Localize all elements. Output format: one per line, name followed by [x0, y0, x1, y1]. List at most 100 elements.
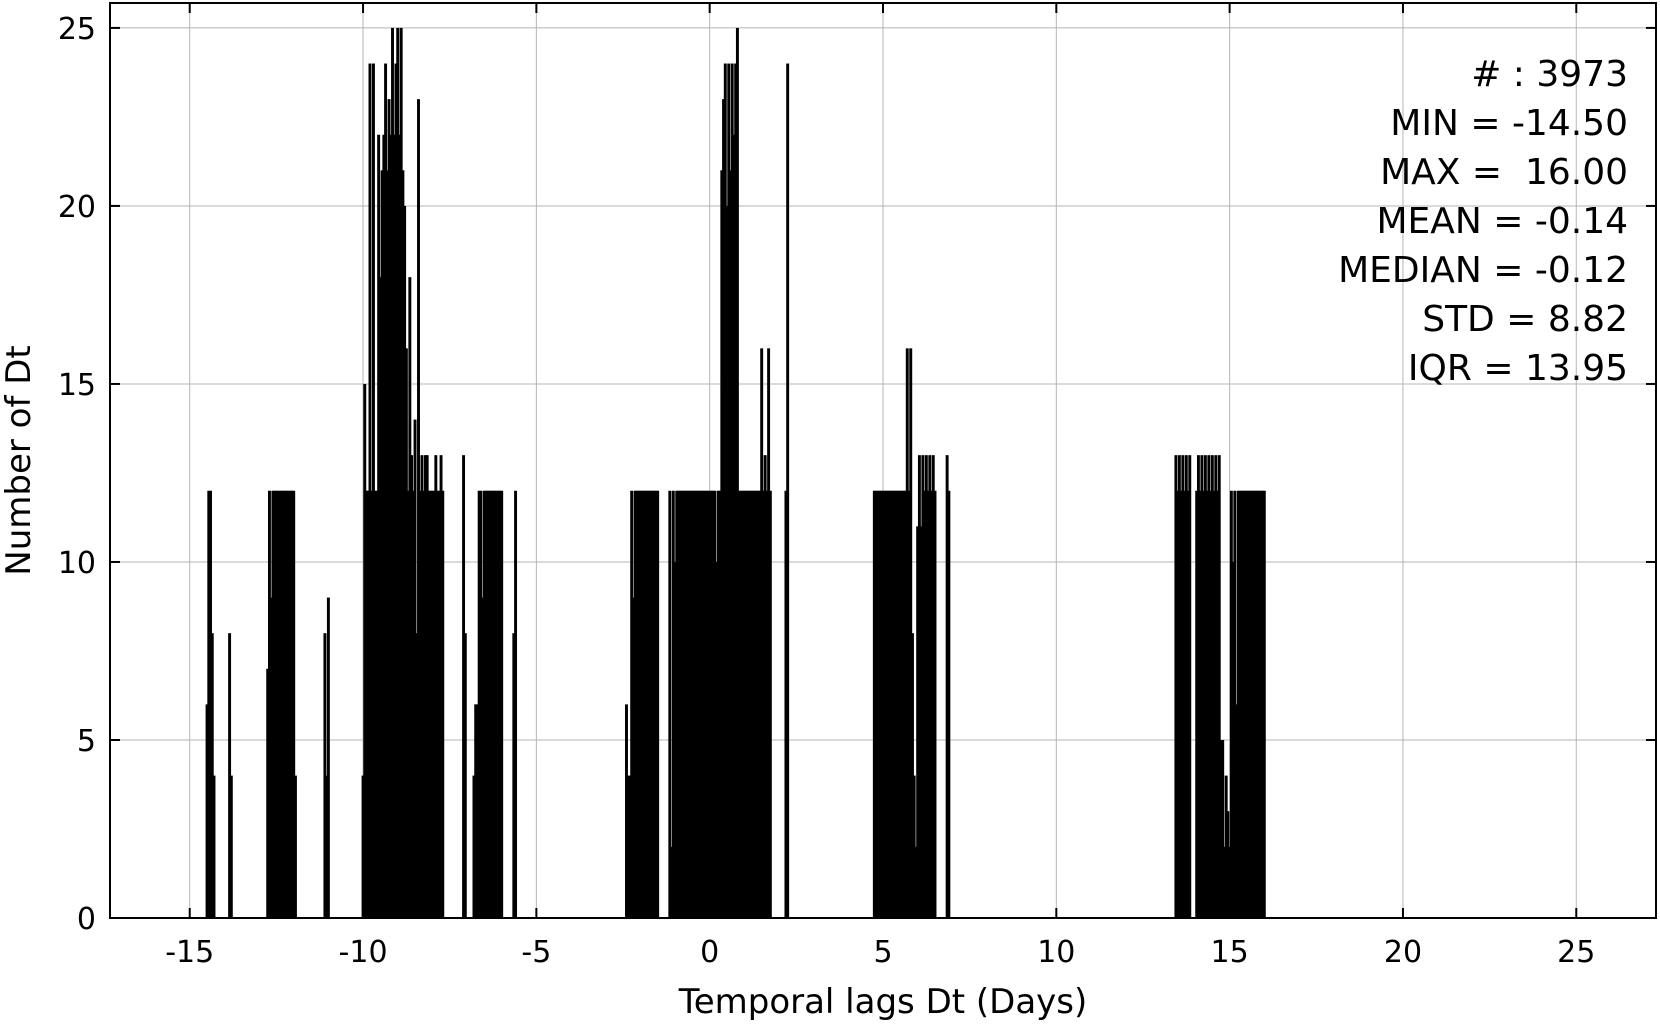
x-tick-label: 15	[1211, 935, 1249, 970]
histogram-bar	[683, 490, 687, 918]
histogram-bar	[720, 170, 724, 919]
histogram-bar	[898, 490, 902, 918]
histogram-bar	[626, 775, 630, 918]
histogram-bar	[486, 490, 490, 918]
histogram-bar	[363, 383, 367, 918]
stat-median: MEDIAN = -0.12	[1338, 250, 1628, 291]
histogram-bar	[1236, 490, 1240, 918]
histogram-bar	[1210, 455, 1214, 918]
histogram-bar	[484, 490, 488, 918]
histogram-bar	[878, 490, 882, 918]
histogram-bar	[413, 419, 417, 918]
histogram-bar	[893, 490, 897, 918]
x-tick-label: 5	[873, 935, 892, 970]
histogram-bar	[475, 704, 479, 918]
histogram-bar	[326, 597, 330, 918]
histogram-bar	[493, 490, 497, 918]
histogram-bar	[1238, 490, 1242, 918]
histogram-bar	[947, 490, 951, 918]
histogram-bar	[675, 490, 679, 918]
histogram-bar	[273, 490, 277, 918]
histogram-bar	[697, 490, 701, 918]
histogram-bar	[1228, 846, 1232, 918]
histogram-bar	[931, 455, 935, 918]
histogram-bar	[375, 490, 379, 918]
histogram-bar	[404, 348, 408, 918]
histogram-bar	[1183, 490, 1187, 918]
x-tick-label: -15	[165, 935, 214, 970]
histogram-bar	[874, 490, 878, 918]
histogram-bar	[401, 170, 405, 919]
histogram-bar	[917, 455, 921, 918]
histogram-bar	[1203, 455, 1207, 918]
histogram-bar	[396, 27, 400, 918]
histogram-bar	[477, 490, 481, 918]
histogram-bar	[205, 704, 209, 918]
histogram-bar	[703, 490, 706, 918]
histogram-bar	[229, 775, 233, 918]
histogram-bar	[625, 704, 628, 918]
histogram-bar	[696, 490, 700, 918]
histogram-bar	[928, 455, 932, 918]
histogram-bar	[909, 348, 913, 918]
histogram-bar	[755, 490, 758, 918]
histogram-bar	[704, 490, 708, 918]
histogram-bar	[890, 490, 894, 918]
histogram-bar	[479, 490, 483, 918]
histogram-bar	[732, 134, 736, 919]
stat-std: STD = 8.82	[1422, 299, 1628, 340]
histogram-bar	[930, 490, 933, 918]
histogram-bar	[423, 455, 427, 918]
stat-min: MIN = -14.50	[1390, 103, 1628, 144]
histogram-bar	[761, 490, 765, 918]
x-tick-label: -5	[521, 935, 551, 970]
x-tick-label: 0	[700, 935, 719, 970]
y-tick-label: 0	[77, 902, 96, 937]
histogram-bar	[1229, 490, 1233, 918]
histogram-bar	[498, 490, 502, 918]
histogram-bar	[647, 490, 651, 918]
histogram-bar	[711, 490, 715, 918]
x-tick-labels: -15 -10 -5 0 5 10 15 20 25	[165, 935, 1595, 970]
histogram-bar	[637, 490, 641, 918]
histogram-bar	[692, 490, 696, 918]
histogram-bar	[397, 134, 401, 919]
histogram-bar	[924, 455, 928, 918]
stat-iqr: IQR = 13.95	[1408, 348, 1628, 389]
histogram-bar	[408, 277, 412, 918]
axis-ticks	[110, 3, 1656, 919]
histogram-bar	[280, 490, 284, 918]
histogram-bar	[633, 490, 637, 918]
x-tick-label: 10	[1037, 935, 1075, 970]
histogram-bar	[713, 490, 717, 918]
histogram-bar	[706, 490, 710, 918]
histogram-bar	[1188, 455, 1192, 918]
histogram-bar	[677, 490, 680, 918]
histogram-bar	[902, 490, 906, 918]
histogram-bar	[399, 27, 403, 918]
histogram-bar	[368, 63, 372, 919]
histogram-bar	[723, 63, 727, 919]
histogram-bar	[635, 490, 639, 918]
histogram-bar	[1261, 490, 1265, 918]
histogram-bar	[366, 490, 370, 918]
histogram-bar	[765, 490, 769, 918]
histogram-bar	[380, 170, 384, 919]
histogram-bar	[919, 526, 923, 918]
histogram-bar	[923, 490, 927, 918]
histogram-bar	[514, 490, 518, 918]
histogram-bar	[900, 490, 904, 918]
histogram-bar	[271, 490, 275, 918]
histogram-bar	[1231, 561, 1235, 918]
histogram-bar	[323, 633, 327, 918]
histogram-bar	[1224, 775, 1228, 918]
histogram-bar	[1195, 490, 1199, 918]
histogram-bar	[482, 490, 486, 918]
histogram-bar	[420, 455, 424, 918]
histogram-bar	[905, 348, 909, 918]
histogram-bar	[432, 490, 436, 918]
histogram-bar	[746, 490, 750, 918]
histogram-bar	[872, 490, 876, 918]
histogram-bar	[640, 490, 644, 918]
histogram-bar	[266, 668, 270, 918]
